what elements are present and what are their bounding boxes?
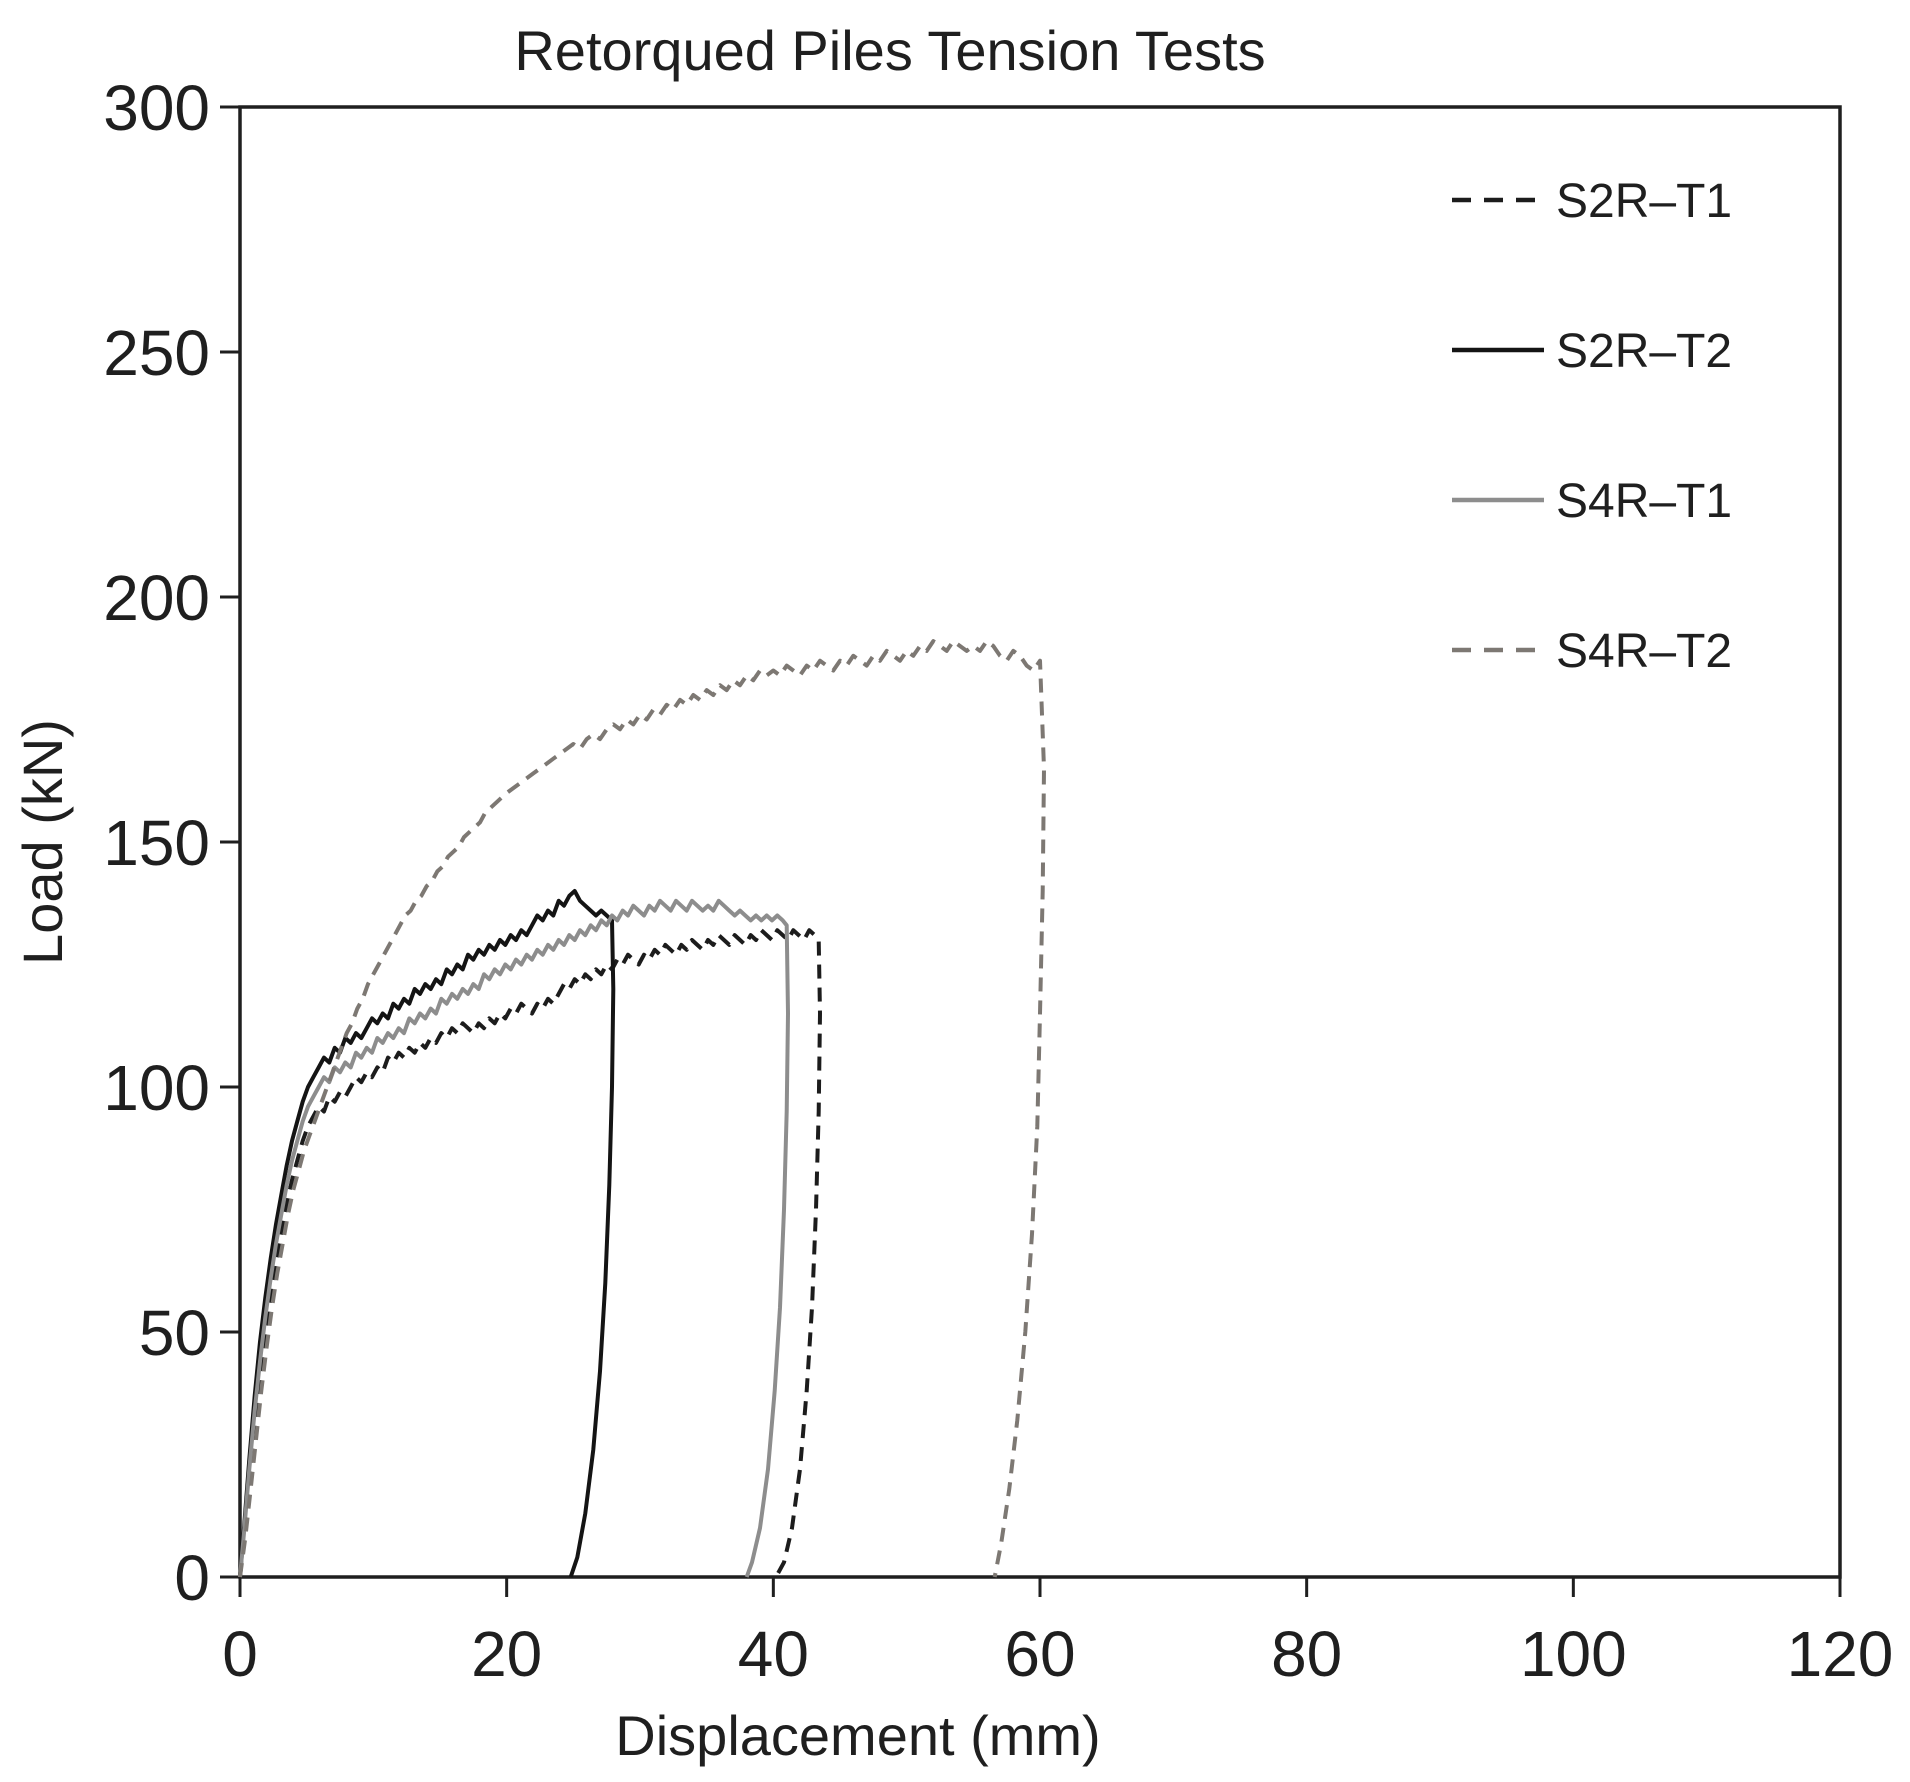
y-axis-tick-label: 200 — [103, 562, 210, 634]
series-path-s4r-t2 — [238, 639, 1046, 1578]
y-axis-tick-label: 50 — [139, 1297, 210, 1369]
legend-item: S2R–T1 — [1452, 175, 1732, 228]
x-axis-tick-label: 60 — [1004, 1618, 1075, 1690]
y-axis-tick-label: 150 — [103, 807, 210, 879]
x-axis-tick-label: 20 — [471, 1618, 542, 1690]
series-path-s2r-t1 — [238, 928, 822, 1578]
legend-item: S4R–T2 — [1452, 625, 1732, 678]
y-axis-title: Load (kN) — [11, 719, 74, 965]
legend-label: S2R–T1 — [1556, 175, 1732, 228]
y-axis-tick-label: 300 — [103, 72, 210, 144]
x-axis-tick-label: 80 — [1271, 1618, 1342, 1690]
x-axis-tick-label: 0 — [222, 1618, 258, 1690]
legend-label: S4R–T1 — [1556, 475, 1732, 528]
series-path-s2r-t2 — [238, 889, 616, 1578]
legend-label: S4R–T2 — [1556, 625, 1732, 678]
x-axis-tick-label: 100 — [1520, 1618, 1627, 1690]
x-axis-title: Displacement (mm) — [615, 1704, 1100, 1767]
chart-title: Retorqued Piles Tension Tests — [514, 19, 1265, 82]
x-axis-tick-label: 40 — [738, 1618, 809, 1690]
series-path-s4r-t1 — [238, 898, 790, 1578]
legend-item: S2R–T2 — [1452, 325, 1732, 378]
y-axis-tick-label: 250 — [103, 317, 210, 389]
x-axis-tick-label: 120 — [1787, 1618, 1894, 1690]
legend-label: S2R–T2 — [1556, 325, 1732, 378]
legend-item: S4R–T1 — [1452, 475, 1732, 528]
y-axis-tick-label: 100 — [103, 1052, 210, 1124]
y-axis-tick-label: 0 — [174, 1542, 210, 1614]
